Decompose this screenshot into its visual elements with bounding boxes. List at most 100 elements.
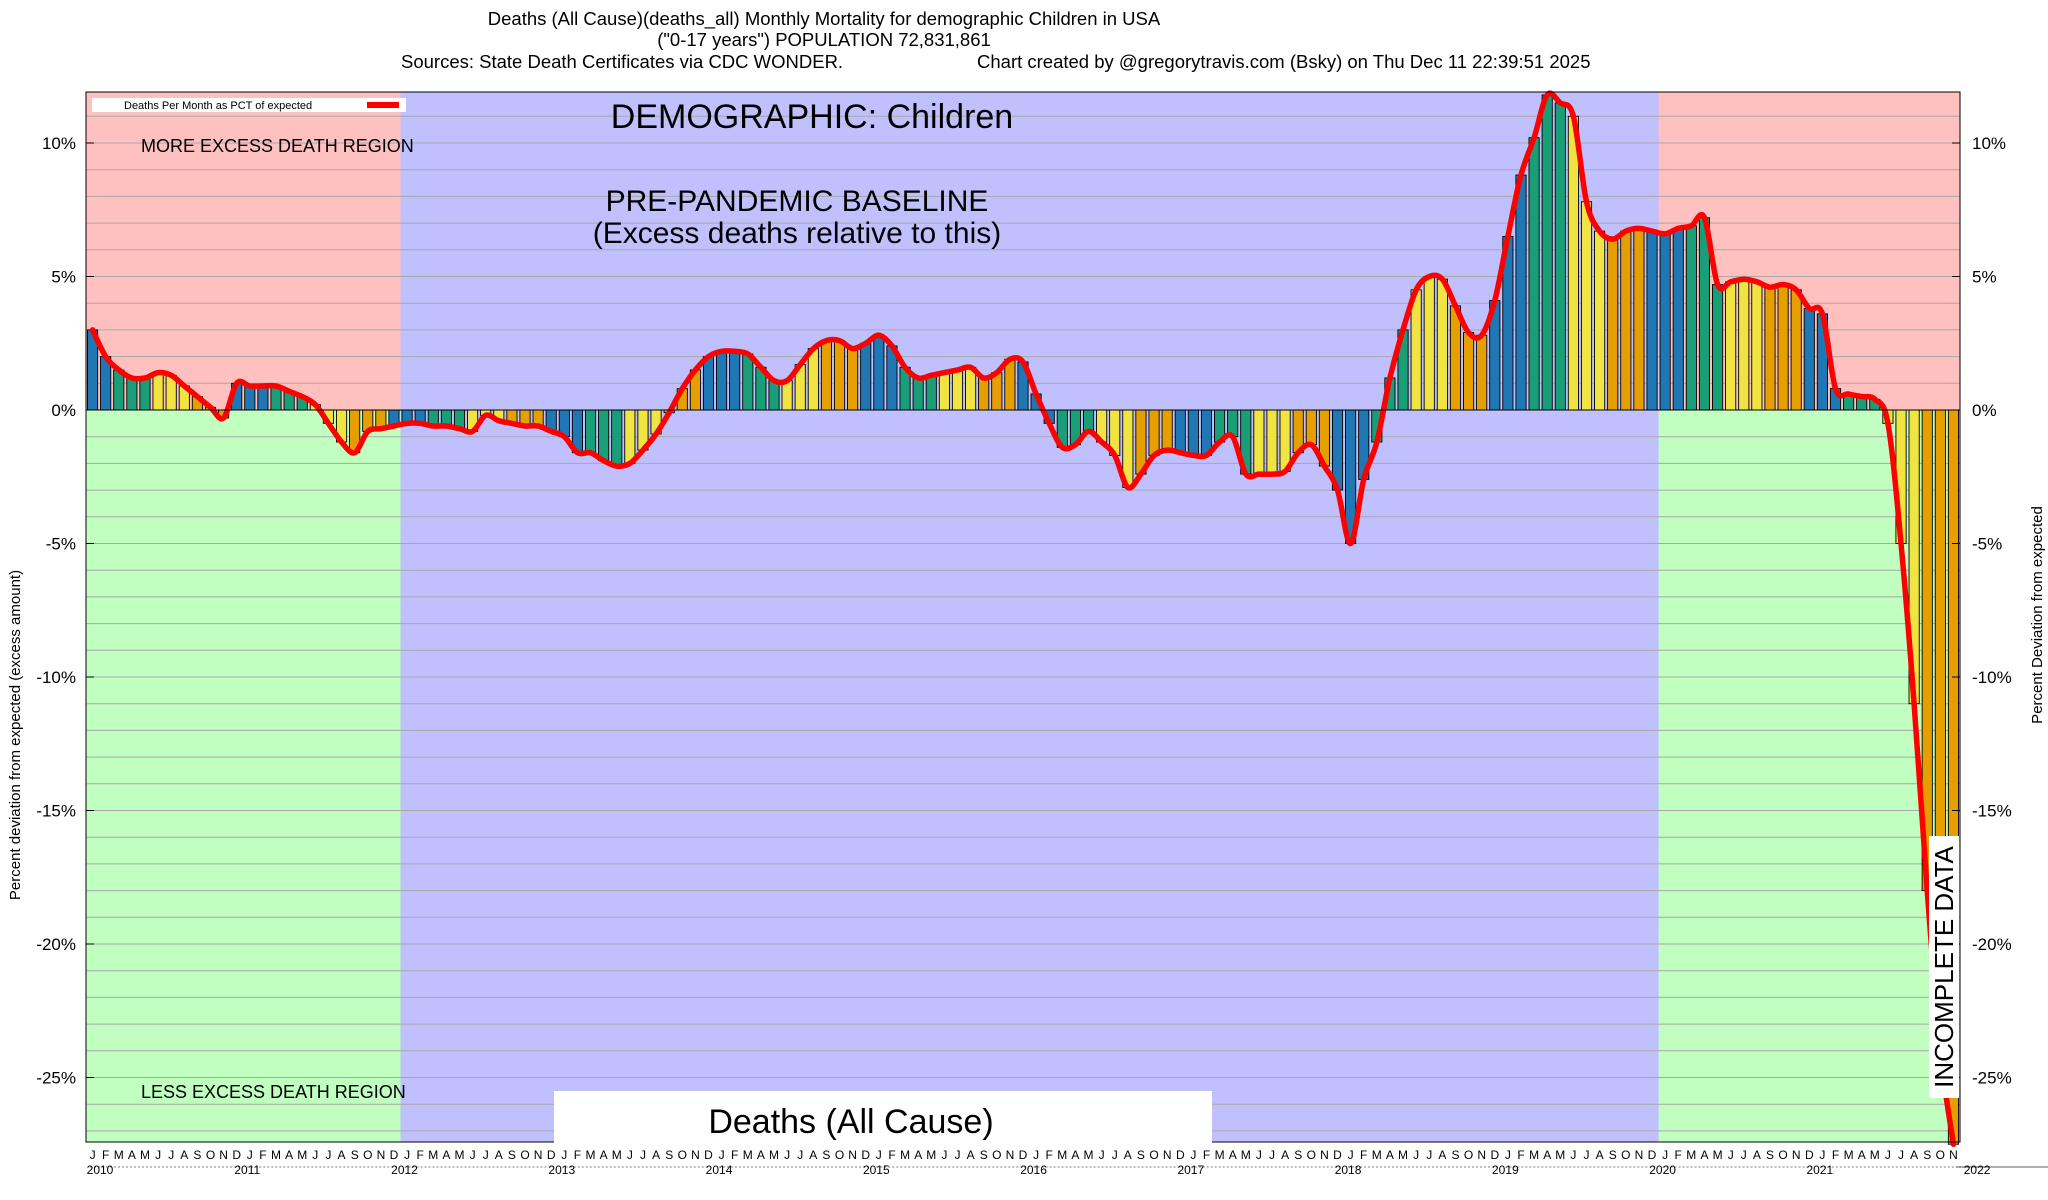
x-month-label: D (1176, 1148, 1185, 1162)
x-month-label: A (914, 1148, 922, 1162)
x-month-label: J (797, 1148, 803, 1162)
x-month-label: J (941, 1148, 947, 1162)
data-bar (257, 385, 269, 411)
x-month-label: A (1071, 1148, 1079, 1162)
x-month-label: J (168, 1148, 174, 1162)
y-tick-labels: 10% 10% 5% 5% 0% 0% -5% -5% -10% -10% -15% -15% -20%… (36, 134, 2011, 1088)
x-month-label: A (1910, 1148, 1918, 1162)
data-bar (1423, 276, 1435, 411)
data-bar (1161, 409, 1173, 451)
x-month-label: J (1190, 1148, 1196, 1162)
x-month-label: A (652, 1148, 660, 1162)
y-tick-label-right: -15% (1972, 802, 2012, 821)
x-month-label: O (520, 1148, 529, 1162)
y-axis-title-right: Percent Deviation from expected (2029, 506, 2046, 724)
x-month-label: J (955, 1148, 961, 1162)
x-month-label: J (483, 1148, 489, 1162)
data-bar (742, 353, 754, 411)
x-month-label: F (1832, 1148, 1839, 1162)
x-month-label: J (1269, 1148, 1275, 1162)
x-month-label: S (822, 1148, 830, 1162)
data-bar (1174, 409, 1186, 454)
x-month-label: A (1596, 1148, 1604, 1162)
more-excess-region-label: MORE EXCESS DEATH REGION (141, 136, 414, 156)
x-month-label: M (743, 1148, 753, 1162)
data-bar (1554, 102, 1566, 411)
x-year-label: 2013 (548, 1163, 575, 1177)
x-month-label: M (297, 1148, 307, 1162)
data-bar (598, 409, 610, 462)
x-month-label: M (1241, 1148, 1251, 1162)
x-month-label: O (363, 1148, 372, 1162)
data-bar (1685, 225, 1697, 411)
x-month-label: J (1033, 1148, 1039, 1162)
x-month-label: M (612, 1148, 622, 1162)
x-month-label: M (455, 1148, 465, 1162)
chart-title-line1: Deaths (All Cause)(deaths_all) Monthly M… (487, 8, 1161, 29)
data-bar (1725, 281, 1737, 411)
y-tick-label-left: -10% (36, 668, 76, 687)
data-bar (1620, 230, 1632, 411)
x-year-label: 2020 (1649, 1163, 1676, 1177)
y-tick-label-right: 10% (1972, 134, 2006, 153)
x-year-label: 2016 (1020, 1163, 1047, 1177)
x-month-label: N (1320, 1148, 1329, 1162)
x-month-label: F (259, 1148, 266, 1162)
data-bar (1463, 332, 1475, 411)
data-bar (781, 380, 793, 411)
x-month-label: M (1372, 1148, 1382, 1162)
data-bar (139, 377, 151, 411)
legend: Deaths Per Month as PCT of expected (92, 98, 406, 112)
x-month-label: J (1741, 1148, 1747, 1162)
x-month-label: A (1438, 1148, 1446, 1162)
x-month-label: M (1844, 1148, 1854, 1162)
data-bar (925, 374, 937, 411)
x-month-label: N (1792, 1148, 1801, 1162)
x-month-label: M (1057, 1148, 1067, 1162)
x-month-label: N (534, 1148, 543, 1162)
x-month-label: A (495, 1148, 503, 1162)
x-month-label: J (784, 1148, 790, 1162)
x-month-label: M (769, 1148, 779, 1162)
x-month-label: J (247, 1148, 253, 1162)
baseline-label-line1: PRE-PANDEMIC BASELINE (606, 185, 989, 218)
x-month-label: N (691, 1148, 700, 1162)
x-month-label: S (193, 1148, 201, 1162)
x-month-label: O (206, 1148, 215, 1162)
x-month-label: O (1936, 1148, 1945, 1162)
x-month-label: F (731, 1148, 738, 1162)
y-tick-label-right: 0% (1972, 401, 1997, 420)
data-bar (951, 369, 964, 411)
data-bar (912, 377, 924, 411)
y-tick-label-left: 10% (42, 134, 76, 153)
data-bar (1541, 94, 1553, 411)
x-month-label: J (719, 1148, 725, 1162)
x-month-label: J (1885, 1148, 1891, 1162)
data-bar (126, 377, 138, 411)
x-month-label: D (1490, 1148, 1499, 1162)
x-month-label: M (1713, 1148, 1723, 1162)
y-tick-label-right: -5% (1972, 535, 2002, 554)
x-month-label: J (90, 1148, 96, 1162)
x-month-label: D (1648, 1148, 1657, 1162)
x-month-label: A (1753, 1148, 1761, 1162)
x-month-label: M (271, 1148, 281, 1162)
x-month-label: O (1621, 1148, 1630, 1162)
x-month-label: A (1386, 1148, 1394, 1162)
x-month-label: D (704, 1148, 713, 1162)
data-bar (938, 372, 950, 411)
x-month-label: F (1675, 1148, 1682, 1162)
x-month-label: J (470, 1148, 476, 1162)
grid-lines (86, 115, 1960, 1132)
data-bar (1528, 137, 1540, 411)
data-bar (1187, 409, 1199, 456)
x-month-label: J (1099, 1148, 1105, 1162)
x-month-label: J (155, 1148, 161, 1162)
data-bar (1567, 115, 1579, 411)
legend-label: Deaths Per Month as PCT of expected (124, 100, 312, 112)
data-bar (1515, 174, 1527, 411)
data-bar (716, 350, 728, 411)
x-month-label: F (888, 1148, 895, 1162)
x-month-label: J (325, 1148, 331, 1162)
x-month-label: O (678, 1148, 687, 1162)
